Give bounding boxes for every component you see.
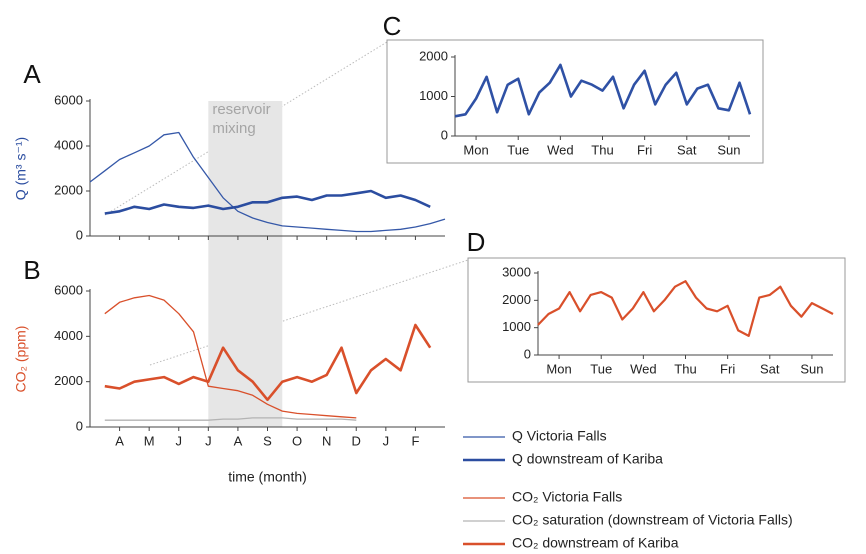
inset-frame (467, 257, 846, 383)
x-tick-label: Wed (547, 142, 574, 157)
legend-label: CO₂ saturation (downstream of Victoria F… (512, 512, 793, 528)
annotation: reservoir (212, 101, 270, 118)
x-tick-label: S (263, 433, 272, 448)
x-tick-label: Sat (677, 142, 697, 157)
x-tick-label: Sun (800, 361, 823, 376)
panel-letter: A (23, 59, 41, 89)
x-tick-label: A (115, 433, 124, 448)
x-tick-label: Fri (637, 142, 652, 157)
y-tick-label: 2000 (419, 48, 448, 63)
legend-label: Q Victoria Falls (512, 428, 607, 444)
y-tick-label: 0 (524, 346, 531, 361)
x-tick-label: D (352, 433, 361, 448)
panel-letter: C (383, 11, 402, 41)
x-axis-label: time (month) (228, 469, 307, 485)
legend-label: Q downstream of Kariba (512, 451, 663, 467)
y-tick-label: 1000 (502, 319, 531, 334)
y-axis-label: Q (m³ s⁻¹) (13, 137, 29, 200)
series-line (537, 280, 834, 337)
series-line (104, 189, 431, 215)
legend-label: CO₂ downstream of Kariba (512, 535, 679, 551)
x-tick-label: J (383, 433, 390, 448)
x-tick-label: Sun (717, 142, 740, 157)
x-tick-label: Fri (720, 361, 735, 376)
x-tick-label: A (234, 433, 243, 448)
x-tick-label: J (176, 433, 183, 448)
y-tick-label: 6000 (54, 92, 83, 107)
x-tick-label: F (411, 433, 419, 448)
series-line (104, 294, 357, 419)
y-tick-label: 6000 (54, 282, 83, 297)
series-line (104, 323, 432, 402)
y-tick-label: 2000 (54, 373, 83, 388)
y-tick-label: 2000 (54, 182, 83, 197)
y-tick-label: 1000 (419, 88, 448, 103)
x-tick-label: Thu (674, 361, 696, 376)
x-tick-label: Mon (546, 361, 571, 376)
legend-label: CO₂ Victoria Falls (512, 489, 622, 505)
annotation: mixing (212, 120, 255, 137)
series-line (104, 417, 357, 421)
series-line (454, 63, 752, 118)
y-axis-label: CO₂ (ppm) (13, 326, 29, 393)
y-tick-label: 0 (441, 127, 448, 142)
inset-frame (386, 39, 764, 164)
panel-letter: B (23, 255, 40, 285)
mixing-shade (208, 101, 283, 427)
x-tick-label: N (322, 433, 331, 448)
y-tick-label: 3000 (502, 264, 531, 279)
x-tick-label: Tue (507, 142, 529, 157)
x-tick-label: Thu (591, 142, 613, 157)
panel-letter: D (467, 227, 486, 257)
x-tick-label: Sat (760, 361, 780, 376)
x-tick-label: O (292, 433, 302, 448)
x-tick-label: M (144, 433, 155, 448)
y-tick-label: 4000 (54, 328, 83, 343)
y-tick-label: 2000 (502, 292, 531, 307)
y-tick-label: 0 (76, 227, 83, 242)
x-tick-label: Tue (590, 361, 612, 376)
x-tick-label: J (205, 433, 212, 448)
y-tick-label: 0 (76, 418, 83, 433)
y-tick-label: 4000 (54, 137, 83, 152)
x-tick-label: Wed (630, 361, 657, 376)
series-line (89, 131, 446, 233)
x-tick-label: Mon (463, 142, 488, 157)
